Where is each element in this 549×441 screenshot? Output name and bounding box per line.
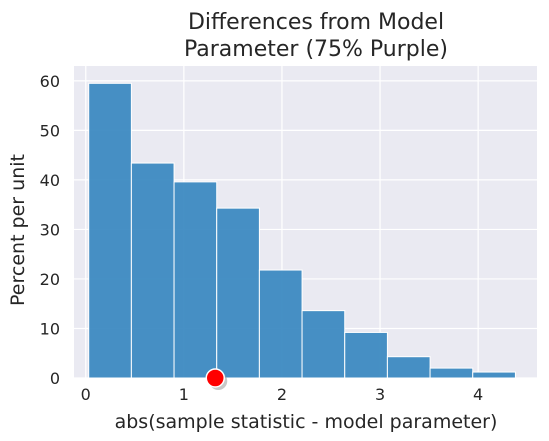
x-tick-label: 2 [277,385,287,404]
histogram-bar [88,82,132,379]
y-tick-label: 30 [40,220,60,239]
y-tick-label: 0 [50,369,60,388]
histogram-bar [130,162,175,379]
histogram-bars [88,82,516,379]
histogram-bar [344,331,388,379]
x-tick-labels: 0 1 2 3 4 [81,385,484,404]
histogram-bar [472,371,516,379]
histogram-bar [216,207,260,379]
y-tick-label: 20 [40,270,60,289]
observed-statistic-marker [205,368,226,388]
histogram-bar [386,356,431,379]
y-tick-label: 40 [40,171,60,190]
histogram-bar [429,367,474,379]
y-tick-label: 50 [40,121,60,140]
histogram-bar [173,181,218,379]
y-tick-labels: 0 10 20 30 40 50 60 [40,72,60,388]
y-tick-label: 10 [40,319,60,338]
histogram-bar [301,310,346,379]
chart-title-line-2: Parameter (75% Purple) [184,37,448,62]
x-tick-label: 1 [179,385,189,404]
marker-layer [205,368,228,390]
x-tick-label: 3 [375,385,385,404]
x-axis-label: abs(sample statistic - model parameter) [115,411,498,433]
histogram-bar [258,269,303,379]
x-tick-label: 0 [81,385,91,404]
chart-title-line-1: Differences from Model [188,10,444,35]
y-axis-label: Percent per unit [7,154,29,306]
y-tick-label: 60 [40,72,60,91]
x-tick-label: 4 [473,385,483,404]
